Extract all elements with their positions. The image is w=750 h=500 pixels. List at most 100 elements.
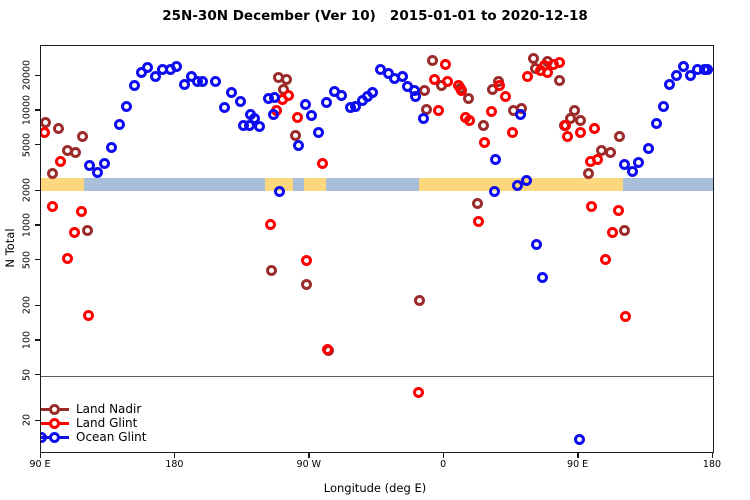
data-point-land-glint [82, 310, 94, 322]
data-point-land-nadir [478, 119, 490, 131]
data-point-land-glint [413, 386, 425, 398]
data-point-ocean-glint [632, 157, 644, 169]
data-point-land-nadir [69, 146, 81, 158]
data-point-land-nadir [426, 54, 438, 66]
data-point-ocean-glint [619, 158, 631, 170]
data-point-land-glint [613, 204, 625, 216]
y-tick [35, 419, 40, 422]
y-tick-label: 10000 [21, 94, 33, 126]
data-point-ocean-glint [678, 61, 690, 73]
x-tick [308, 452, 310, 458]
data-point-ocean-glint [335, 89, 347, 101]
data-point-land-nadir [619, 224, 631, 236]
x-axis-label: Longitude (deg E) [323, 481, 427, 495]
data-point-land-nadir [605, 146, 617, 158]
land-glint-symbol-icon [41, 417, 69, 429]
data-point-ocean-glint [626, 165, 638, 177]
y-tick [35, 189, 40, 192]
y-tick-label: 1000 [21, 212, 33, 238]
y-tick-label: 100 [21, 330, 33, 350]
data-point-land-glint [473, 215, 485, 227]
legend-label: Ocean Glint [76, 430, 147, 444]
data-point-land-nadir [527, 53, 539, 65]
data-point-land-nadir [53, 123, 65, 135]
y-tick-label: 200 [21, 296, 33, 315]
data-point-land-glint [440, 58, 452, 70]
data-point-ocean-glint [488, 185, 500, 197]
data-point-land-nadir [301, 278, 313, 290]
land-ocean-band-segment-ocean [293, 178, 304, 191]
data-point-land-glint [316, 157, 328, 169]
data-point-land-nadir [46, 167, 58, 179]
y-tick [35, 109, 40, 111]
y-tick-label: 5000 [21, 132, 33, 157]
data-point-land-glint [588, 123, 600, 135]
data-point-ocean-glint [225, 87, 237, 99]
data-point-land-glint [61, 253, 73, 265]
data-point-ocean-glint [128, 79, 140, 91]
reference-line-50 [41, 375, 713, 377]
data-point-ocean-glint [536, 272, 548, 284]
data-point-land-glint [521, 71, 533, 83]
data-point-ocean-glint [685, 69, 697, 81]
legend-circle-icon [49, 431, 60, 443]
data-point-land-glint [46, 201, 58, 213]
data-point-land-nadir [77, 131, 89, 143]
x-tick-label: 90 E [29, 459, 51, 470]
y-axis-label: N Total [3, 228, 17, 268]
data-point-ocean-glint [274, 185, 286, 197]
land-ocean-band-segment-land [265, 178, 294, 191]
x-tick [39, 452, 41, 458]
x-tick-label: 0 [440, 459, 447, 470]
data-point-ocean-glint [293, 139, 305, 151]
data-point-land-glint [591, 153, 603, 165]
y-tick-label: 20 [21, 414, 33, 427]
land-ocean-band-segment-ocean [326, 178, 419, 191]
data-point-ocean-glint [84, 159, 96, 171]
data-point-land-nadir [414, 294, 426, 306]
data-point-land-glint [553, 57, 565, 69]
data-point-land-nadir [266, 264, 278, 276]
data-point-land-nadir [463, 93, 475, 105]
x-tick-label: 180 [702, 459, 722, 470]
plot-area: Land Nadir Land Glint Ocean Glint [40, 45, 714, 453]
data-point-ocean-glint [396, 71, 408, 83]
data-point-ocean-glint [219, 102, 231, 114]
data-point-ocean-glint [196, 75, 208, 87]
data-point-ocean-glint [92, 167, 104, 179]
data-point-ocean-glint [650, 117, 662, 129]
data-point-land-glint [479, 136, 491, 148]
data-point-land-glint [283, 89, 295, 101]
data-point-ocean-glint [490, 153, 502, 165]
y-tick [35, 339, 40, 341]
data-point-land-nadir [582, 167, 594, 179]
data-point-ocean-glint [410, 91, 422, 103]
y-tick-label: 500 [21, 250, 33, 269]
data-point-land-glint [69, 227, 81, 239]
data-point-land-glint [292, 112, 304, 124]
data-point-ocean-glint [41, 431, 48, 443]
data-point-ocean-glint [121, 101, 133, 113]
legend-item-land-glint: Land Glint [41, 416, 146, 430]
data-point-ocean-glint [254, 120, 266, 132]
data-point-ocean-glint [642, 142, 654, 154]
data-point-ocean-glint [417, 113, 429, 125]
data-point-land-nadir [472, 197, 484, 209]
x-tick-label: 180 [165, 459, 184, 470]
data-point-ocean-glint [573, 433, 585, 445]
data-point-land-nadir [81, 224, 93, 236]
legend-item-land-nadir: Land Nadir [41, 402, 146, 416]
y-tick [35, 143, 40, 146]
data-point-land-nadir [290, 129, 302, 141]
y-tick [35, 258, 40, 261]
data-point-ocean-glint [531, 238, 543, 250]
data-point-ocean-glint [349, 100, 361, 112]
x-tick-label: 90 W [296, 459, 322, 470]
y-tick [35, 304, 40, 307]
data-point-land-glint [541, 66, 553, 78]
data-point-ocean-glint [98, 157, 110, 169]
data-point-land-glint [559, 120, 571, 132]
data-point-ocean-glint [367, 87, 379, 99]
data-point-ocean-glint [702, 64, 713, 76]
